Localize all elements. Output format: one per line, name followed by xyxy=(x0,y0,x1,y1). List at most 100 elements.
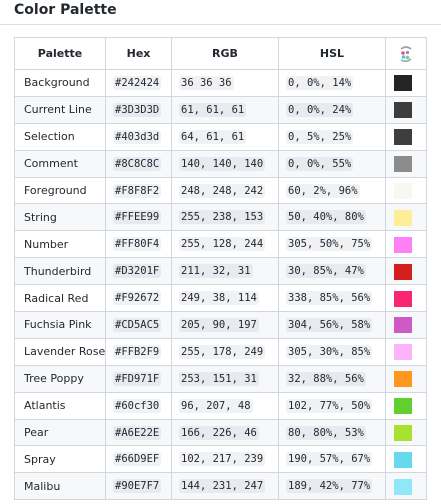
rgb-value: 249, 38, 114 xyxy=(179,291,259,306)
color-swatch xyxy=(394,156,412,173)
rgb-cell: 211, 32, 31 xyxy=(171,257,279,286)
swatch-cell xyxy=(385,472,427,501)
table-row: Lavender Rose #FFB2F9 255, 178, 249 305, 30… xyxy=(14,337,427,366)
table-row: Background #242424 36 36 36 0, 0%, 14% xyxy=(14,69,427,97)
hsl-value: 0, 5%, 25% xyxy=(286,129,354,144)
rgb-cell: 205, 90, 197 xyxy=(171,311,279,339)
rgb-value: 64, 61, 61 xyxy=(179,129,247,144)
hsl-value: 30, 85%, 47% xyxy=(286,264,366,279)
rgb-value: 211, 32, 31 xyxy=(179,264,253,279)
color-swatch xyxy=(394,371,412,388)
title-divider xyxy=(0,24,441,25)
hex-cell: #60cf30 xyxy=(105,391,172,420)
hsl-value: 338, 85%, 56% xyxy=(286,291,373,306)
hex-cell: #F92672 xyxy=(105,284,172,313)
rgb-value: 144, 231, 247 xyxy=(179,479,266,494)
hsl-value: 0, 0%, 24% xyxy=(286,102,354,117)
table-row: Malibu #90E7F7 144, 231, 247 189, 42%, 77% xyxy=(14,472,427,501)
palette-name-cell: Selection xyxy=(14,122,106,151)
color-swatch xyxy=(394,263,412,280)
table-row: Spray #66D9EF 102, 217, 239 190, 57%, 67% xyxy=(14,445,427,474)
table-row: Fuchsia Pink #CD5AC5 205, 90, 197 304, 56%,… xyxy=(14,311,427,339)
header-hex: Hex xyxy=(105,37,172,70)
palette-name-cell: Malibu xyxy=(14,472,106,501)
hex-value: #403d3d xyxy=(113,129,162,144)
hex-value: #242424 xyxy=(113,75,162,90)
hex-value: #FD971F xyxy=(113,371,162,386)
hex-value: #60cf30 xyxy=(113,398,162,413)
swatch-cell xyxy=(385,230,427,259)
palette-name-cell: Current Line xyxy=(14,95,106,124)
color-swatch xyxy=(394,209,412,226)
hsl-cell: 32, 88%, 56% xyxy=(278,364,386,393)
palette-name-cell: Tree Poppy xyxy=(14,364,106,393)
table-row: Tree Poppy #FD971F 253, 151, 31 32, 88%, 56… xyxy=(14,364,427,393)
header-hsl: HSL xyxy=(278,37,386,70)
swatch-cell xyxy=(385,122,427,151)
color-swatch xyxy=(394,398,412,415)
hsl-cell: 102, 77%, 50% xyxy=(278,391,386,420)
rgb-value: 36 36 36 xyxy=(179,75,234,90)
hsl-value: 50, 40%, 80% xyxy=(286,210,366,225)
color-palette-table: Palette Hex RGB HSL Background #242424 36 … xyxy=(14,37,427,501)
swatch-cell xyxy=(385,445,427,474)
header-rgb: RGB xyxy=(171,37,279,70)
hex-cell: #FFB2F9 xyxy=(105,337,172,366)
swatch-cell xyxy=(385,284,427,313)
color-swatch xyxy=(394,317,412,334)
page-title: Color Palette xyxy=(14,2,117,18)
hsl-cell: 189, 42%, 77% xyxy=(278,472,386,501)
hex-value: #CD5AC5 xyxy=(113,317,162,332)
hsl-cell: 80, 80%, 53% xyxy=(278,418,386,447)
hex-cell: #8C8C8C xyxy=(105,149,172,178)
hsl-cell: 0, 0%, 14% xyxy=(278,69,386,97)
rgb-cell: 96, 207, 48 xyxy=(171,391,279,420)
table-row: Comment #8C8C8C 140, 140, 140 0, 0%, 55% xyxy=(14,149,427,178)
hsl-cell: 0, 0%, 24% xyxy=(278,95,386,124)
color-swatch xyxy=(394,425,412,442)
swatch-cell xyxy=(385,391,427,420)
hsl-cell: 190, 57%, 67% xyxy=(278,445,386,474)
table-header-row: Palette Hex RGB HSL xyxy=(14,37,427,70)
hex-value: #FF80F4 xyxy=(113,237,162,252)
hsl-value: 190, 57%, 67% xyxy=(286,452,373,467)
table-row: Selection #403d3d 64, 61, 61 0, 5%, 25% xyxy=(14,122,427,151)
hsl-value: 305, 50%, 75% xyxy=(286,237,373,252)
swatch-cell xyxy=(385,418,427,447)
table-row: Current Line #3D3D3D 61, 61, 61 0, 0%, 24% xyxy=(14,95,427,124)
rgb-cell: 36 36 36 xyxy=(171,69,279,97)
rgb-value: 248, 248, 242 xyxy=(179,183,266,198)
hsl-value: 80, 80%, 53% xyxy=(286,425,366,440)
hex-value: #F92672 xyxy=(113,291,162,306)
rgb-cell: 255, 128, 244 xyxy=(171,230,279,259)
color-swatch xyxy=(394,290,412,307)
palette-name-cell: String xyxy=(14,203,106,232)
palette-name-cell: Atlantis xyxy=(14,391,106,420)
swatch-cell xyxy=(385,203,427,232)
table-row: String #FFEE99 255, 238, 153 50, 40%, 80% xyxy=(14,203,427,232)
palette-name-cell: Thunderbird xyxy=(14,257,106,286)
palette-name-cell: Background xyxy=(14,69,106,97)
hex-value: #FFB2F9 xyxy=(113,344,162,359)
rgb-value: 205, 90, 197 xyxy=(179,317,259,332)
color-swatch xyxy=(394,451,412,468)
hex-cell: #F8F8F2 xyxy=(105,176,172,205)
table-row: Pear #A6E22E 166, 226, 46 80, 80%, 53% xyxy=(14,418,427,447)
hex-cell: #CD5AC5 xyxy=(105,311,172,339)
hex-cell: #A6E22E xyxy=(105,418,172,447)
rgb-value: 61, 61, 61 xyxy=(179,102,247,117)
swatch-cell xyxy=(385,364,427,393)
hsl-cell: 30, 85%, 47% xyxy=(278,257,386,286)
hsl-value: 32, 88%, 56% xyxy=(286,371,366,386)
rgb-value: 253, 151, 31 xyxy=(179,371,259,386)
header-palette: Palette xyxy=(14,37,106,70)
hsl-value: 304, 56%, 58% xyxy=(286,317,373,332)
hex-cell: #90E7F7 xyxy=(105,472,172,501)
rgb-cell: 61, 61, 61 xyxy=(171,95,279,124)
hsl-cell: 338, 85%, 56% xyxy=(278,284,386,313)
rgb-cell: 248, 248, 242 xyxy=(171,176,279,205)
hex-cell: #FFEE99 xyxy=(105,203,172,232)
rgb-cell: 253, 151, 31 xyxy=(171,364,279,393)
hsl-cell: 305, 30%, 85% xyxy=(278,337,386,366)
rgb-cell: 166, 226, 46 xyxy=(171,418,279,447)
